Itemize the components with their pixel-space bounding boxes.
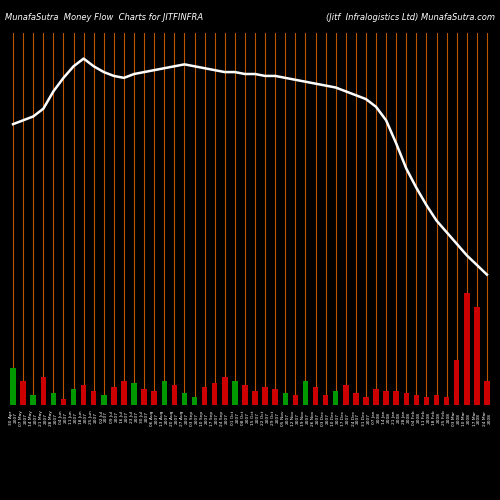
Text: 22 Oct
2007: 22 Oct 2007 [261,410,270,425]
Bar [60,399,66,405]
Bar [71,388,76,405]
Bar [20,380,26,405]
Text: 07 Jan
2008: 07 Jan 2008 [372,410,380,424]
Text: MunafaSutra  Money Flow  Charts for JITFINFRA: MunafaSutra Money Flow Charts for JITFIN… [5,12,203,22]
Text: 26 Nov
2007: 26 Nov 2007 [311,410,320,426]
Bar [282,393,288,405]
Bar [10,368,16,405]
Text: 18 Jun
2007: 18 Jun 2007 [80,410,88,424]
Bar [101,395,106,405]
Text: 03 Mar
2008: 03 Mar 2008 [452,410,461,426]
Text: 09 Jul
2007: 09 Jul 2007 [110,410,118,422]
Text: 07 May
2007: 07 May 2007 [19,410,28,426]
Bar [252,391,258,405]
Text: 28 Jan
2008: 28 Jan 2008 [402,410,410,424]
Text: 23 Jul
2007: 23 Jul 2007 [130,410,138,422]
Text: 13 Aug
2007: 13 Aug 2007 [160,410,168,426]
Bar [404,393,409,405]
Bar [212,382,218,405]
Bar [142,388,147,405]
Bar [182,393,187,405]
Text: 27 Aug
2007: 27 Aug 2007 [180,410,189,426]
Bar [192,397,198,405]
Text: 30 Apr
2007: 30 Apr 2007 [9,410,18,425]
Bar [121,380,126,405]
Bar [272,388,278,405]
Text: 30 Jul
2007: 30 Jul 2007 [140,410,148,422]
Bar [40,376,46,405]
Text: 15 Oct
2007: 15 Oct 2007 [250,410,260,425]
Text: 05 Nov
2007: 05 Nov 2007 [281,410,289,426]
Text: 11 Jun
2007: 11 Jun 2007 [70,410,78,424]
Text: 14 Jan
2008: 14 Jan 2008 [382,410,390,424]
Text: 29 Oct
2007: 29 Oct 2007 [271,410,280,425]
Bar [81,384,86,405]
Text: 14 May
2007: 14 May 2007 [29,410,38,426]
Bar [424,397,429,405]
Text: 03 Sep
2007: 03 Sep 2007 [190,410,199,426]
Text: 06 Aug
2007: 06 Aug 2007 [150,410,158,426]
Text: 21 Jan
2008: 21 Jan 2008 [392,410,400,424]
Bar [202,386,207,405]
Text: 25 Jun
2007: 25 Jun 2007 [90,410,98,424]
Text: 17 Sep
2007: 17 Sep 2007 [210,410,219,426]
Text: 11 Feb
2008: 11 Feb 2008 [422,410,430,425]
Text: 24 Dec
2007: 24 Dec 2007 [352,410,360,426]
Text: 10 Sep
2007: 10 Sep 2007 [200,410,209,426]
Text: 25 Feb
2008: 25 Feb 2008 [442,410,451,426]
Text: 21 May
2007: 21 May 2007 [39,410,48,426]
Text: 17 Dec
2007: 17 Dec 2007 [342,410,350,426]
Text: 08 Oct
2007: 08 Oct 2007 [240,410,250,425]
Text: 28 May
2007: 28 May 2007 [49,410,58,426]
Text: 24 Sep
2007: 24 Sep 2007 [220,410,229,426]
Text: 19 Nov
2007: 19 Nov 2007 [301,410,310,426]
Bar [414,395,419,405]
Bar [242,384,248,405]
Bar [302,380,308,405]
Text: 04 Feb
2008: 04 Feb 2008 [412,410,420,425]
Text: 02 Jul
2007: 02 Jul 2007 [100,410,108,422]
Text: 24 Mar
2008: 24 Mar 2008 [482,410,491,426]
Text: 04 Jun
2007: 04 Jun 2007 [59,410,68,424]
Bar [91,391,96,405]
Text: 01 Oct
2007: 01 Oct 2007 [230,410,239,425]
Bar [434,395,440,405]
Text: 17 Mar
2008: 17 Mar 2008 [472,410,481,426]
Bar [464,293,469,405]
Bar [454,360,460,405]
Bar [162,380,167,405]
Bar [313,386,318,405]
Bar [172,384,177,405]
Bar [444,397,450,405]
Bar [484,380,490,405]
Bar [152,391,157,405]
Bar [50,393,56,405]
Bar [292,395,298,405]
Bar [323,395,328,405]
Text: 31 Dec
2007: 31 Dec 2007 [362,410,370,426]
Bar [394,391,399,405]
Text: 10 Mar
2008: 10 Mar 2008 [462,410,471,426]
Bar [363,397,368,405]
Bar [474,308,480,405]
Text: 10 Dec
2007: 10 Dec 2007 [332,410,340,426]
Bar [333,391,338,405]
Bar [374,388,379,405]
Bar [353,393,358,405]
Text: 16 Jul
2007: 16 Jul 2007 [120,410,128,422]
Bar [30,395,36,405]
Text: 03 Dec
2007: 03 Dec 2007 [322,410,330,426]
Bar [384,391,389,405]
Bar [132,382,137,405]
Bar [232,380,237,405]
Text: (Jitf  Infralogistics Ltd) MunafaSutra.com: (Jitf Infralogistics Ltd) MunafaSutra.co… [326,12,495,22]
Bar [222,376,228,405]
Bar [111,386,116,405]
Text: 12 Nov
2007: 12 Nov 2007 [291,410,300,426]
Bar [262,386,268,405]
Bar [343,384,348,405]
Text: 18 Feb
2008: 18 Feb 2008 [432,410,441,425]
Text: 20 Aug
2007: 20 Aug 2007 [170,410,178,426]
